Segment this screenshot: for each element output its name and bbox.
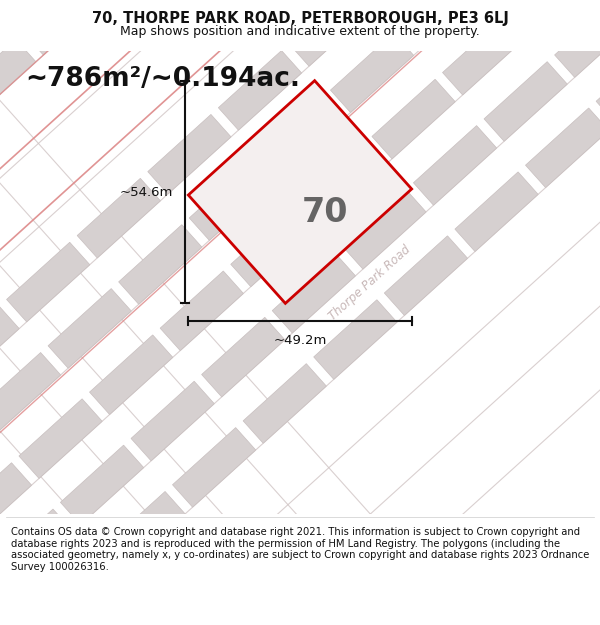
Polygon shape bbox=[0, 306, 19, 386]
Polygon shape bbox=[372, 79, 455, 159]
Polygon shape bbox=[89, 335, 173, 414]
Text: Map shows position and indicative extent of the property.: Map shows position and indicative extent… bbox=[120, 26, 480, 39]
Polygon shape bbox=[554, 0, 600, 78]
Polygon shape bbox=[484, 62, 567, 141]
Polygon shape bbox=[202, 318, 285, 397]
Polygon shape bbox=[0, 462, 32, 542]
Text: ~786m²/~0.194ac.: ~786m²/~0.194ac. bbox=[25, 66, 300, 92]
Polygon shape bbox=[443, 16, 526, 95]
Text: ~49.2m: ~49.2m bbox=[274, 334, 326, 346]
Polygon shape bbox=[343, 189, 426, 269]
Polygon shape bbox=[61, 445, 143, 525]
Polygon shape bbox=[596, 44, 600, 124]
Polygon shape bbox=[160, 271, 244, 351]
Polygon shape bbox=[0, 509, 73, 589]
Polygon shape bbox=[401, 0, 484, 49]
Polygon shape bbox=[301, 143, 385, 222]
Polygon shape bbox=[77, 178, 160, 258]
Polygon shape bbox=[7, 242, 90, 322]
Text: 70, THORPE PARK ROAD, PETERBOROUGH, PE3 6LJ: 70, THORPE PARK ROAD, PETERBOROUGH, PE3 … bbox=[92, 11, 508, 26]
Polygon shape bbox=[413, 126, 497, 205]
Polygon shape bbox=[272, 253, 355, 333]
Polygon shape bbox=[19, 399, 102, 478]
Polygon shape bbox=[23, 0, 107, 55]
Polygon shape bbox=[48, 289, 131, 368]
Polygon shape bbox=[526, 108, 600, 188]
Polygon shape bbox=[102, 491, 185, 571]
Polygon shape bbox=[260, 97, 343, 176]
Polygon shape bbox=[189, 161, 272, 241]
Polygon shape bbox=[0, 352, 61, 432]
Text: Thorpe Park Road: Thorpe Park Road bbox=[326, 242, 413, 322]
Polygon shape bbox=[289, 0, 372, 66]
Polygon shape bbox=[0, 39, 36, 119]
Polygon shape bbox=[173, 428, 256, 507]
Polygon shape bbox=[385, 236, 467, 316]
Polygon shape bbox=[119, 224, 202, 304]
Polygon shape bbox=[148, 114, 231, 194]
Polygon shape bbox=[331, 33, 413, 112]
Polygon shape bbox=[218, 51, 302, 130]
Polygon shape bbox=[314, 300, 397, 379]
Text: 70: 70 bbox=[302, 196, 348, 229]
Polygon shape bbox=[455, 172, 538, 251]
Polygon shape bbox=[231, 207, 314, 287]
Text: Contains OS data © Crown copyright and database right 2021. This information is : Contains OS data © Crown copyright and d… bbox=[11, 527, 589, 572]
Polygon shape bbox=[131, 381, 214, 461]
Text: ~54.6m: ~54.6m bbox=[119, 186, 173, 199]
Polygon shape bbox=[188, 81, 412, 303]
Polygon shape bbox=[243, 364, 326, 443]
